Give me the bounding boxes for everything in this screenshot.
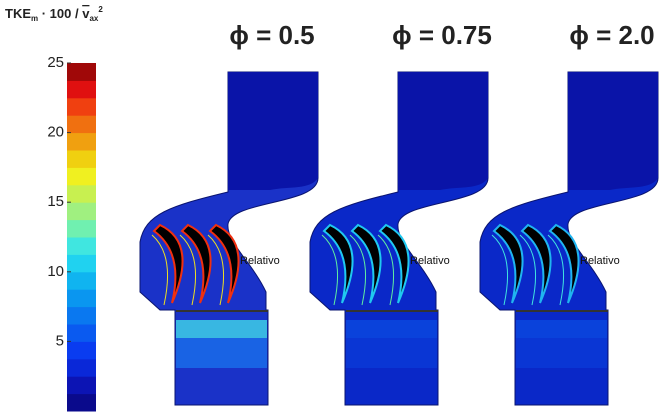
blade — [520, 223, 552, 304]
colorbar-band — [67, 132, 96, 151]
blade — [152, 223, 184, 304]
upper-duct — [568, 72, 658, 190]
colorbar-band — [67, 167, 96, 186]
label-main: TKE — [5, 6, 31, 21]
colorbar-band — [67, 97, 96, 116]
colorbar-label: TKEm · 100 / vax2 — [5, 5, 103, 23]
upper-duct — [398, 72, 488, 190]
colorbar-tick-label: 20 — [47, 124, 64, 141]
label-sub: ax — [89, 14, 98, 23]
label-mid: · 100 / — [38, 6, 82, 21]
outlet-band — [516, 338, 607, 368]
label-sup: 2 — [98, 5, 103, 14]
panel: ϕ = 0.75 Relativo — [309, 20, 492, 406]
blade-edge — [151, 234, 169, 306]
colorbar-tick-label: 5 — [56, 332, 64, 349]
colorbar-band — [67, 271, 96, 290]
colorbar-band — [67, 184, 96, 203]
blade-edge — [491, 234, 509, 306]
colorbar-band — [67, 341, 96, 360]
outlet-band — [346, 320, 437, 338]
blade-edge — [547, 234, 565, 306]
colorbar-band — [67, 324, 96, 342]
colorbar-band — [67, 115, 96, 134]
blade — [548, 223, 580, 304]
label-sub: m — [31, 14, 38, 23]
annotation: Relativo — [580, 255, 620, 267]
blade-edge — [519, 234, 537, 306]
panel: ϕ = 2.0 Relativo — [479, 20, 659, 406]
colorbar-band — [67, 202, 96, 221]
panel-title: ϕ = 0.5 — [229, 20, 314, 50]
colorbar-band — [67, 150, 96, 168]
outlet-band — [516, 320, 607, 338]
blade — [180, 223, 212, 304]
blade — [322, 223, 354, 304]
upper-duct — [228, 72, 318, 190]
outlet-band — [176, 320, 267, 338]
colorbar-band — [67, 219, 96, 238]
colorbar-tick-label: 15 — [47, 193, 64, 210]
colorbar-band — [67, 289, 96, 308]
label-var: v — [82, 6, 90, 21]
annotation: Relativo — [410, 255, 450, 267]
panel-title: ϕ = 0.75 — [392, 20, 492, 50]
annotation: Relativo — [240, 255, 280, 267]
colorbar-band — [67, 393, 96, 412]
colorbar-band — [67, 63, 96, 81]
blade-edge — [321, 234, 339, 306]
blade-edge — [179, 234, 197, 306]
colorbar-band — [67, 306, 96, 325]
colorbar-band — [67, 376, 96, 395]
blade-edge — [349, 234, 367, 306]
colorbar-band — [67, 80, 96, 99]
blade — [350, 223, 382, 304]
blade — [378, 223, 410, 304]
panel: ϕ = 0.5 Relativo — [139, 20, 319, 406]
colorbar-band — [67, 358, 96, 377]
outlet-band — [176, 338, 267, 368]
colorbar-tick-label: 10 — [47, 263, 64, 280]
colorbar-tick-label: 25 — [47, 54, 64, 71]
panel-title: ϕ = 2.0 — [569, 20, 654, 50]
outlet-band — [346, 338, 437, 368]
blade — [208, 223, 240, 304]
colorbar-band — [67, 254, 96, 273]
blade-edge — [207, 234, 225, 306]
blade-edge — [377, 234, 395, 306]
colorbar-band — [67, 237, 96, 255]
blade — [492, 223, 524, 304]
